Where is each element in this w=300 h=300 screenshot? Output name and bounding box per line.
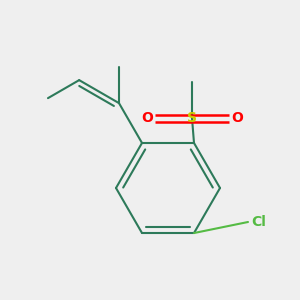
Text: O: O — [141, 111, 153, 125]
Text: Cl: Cl — [251, 215, 266, 229]
Text: O: O — [231, 111, 243, 125]
Text: S: S — [187, 111, 197, 125]
